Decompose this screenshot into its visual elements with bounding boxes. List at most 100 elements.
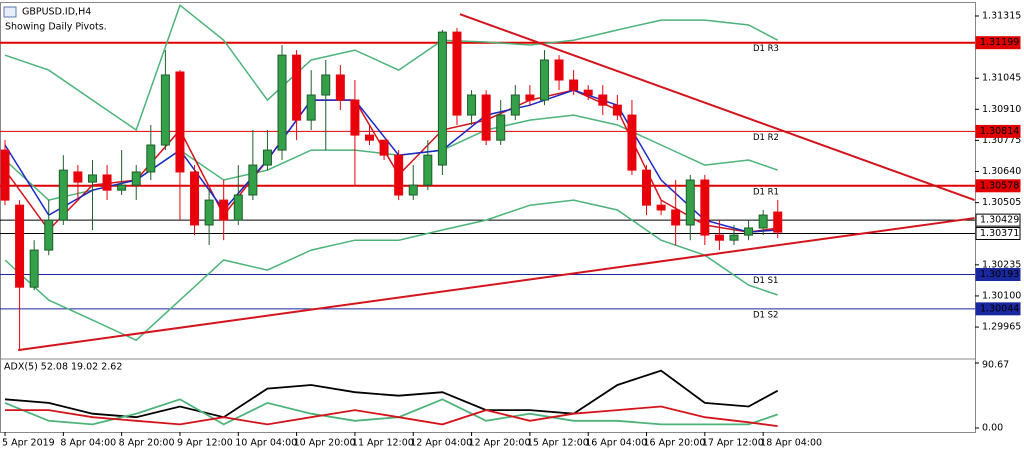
pivot-label: D1 R2 <box>753 133 779 143</box>
y-tick-label: 1.30100 <box>982 290 1021 301</box>
candle-body <box>437 31 447 166</box>
y-tick-label: 1.29965 <box>982 322 1021 333</box>
candle-body <box>744 227 754 236</box>
candle-body <box>131 171 141 186</box>
candle-body <box>160 74 170 146</box>
candle-body <box>685 179 695 226</box>
trend-line <box>17 217 975 352</box>
candle-body <box>496 114 506 141</box>
y2-tick-label: 90.67 <box>982 360 1009 371</box>
pivot-label: D1 S1 <box>753 276 778 286</box>
candle-body <box>15 204 25 288</box>
candle-body <box>379 139 389 156</box>
candle-body <box>321 74 331 96</box>
candle-body <box>102 174 112 191</box>
candle-body <box>467 94 477 116</box>
candle-body <box>219 199 229 221</box>
candle-body <box>190 171 200 226</box>
price-box <box>975 179 1021 193</box>
x-tick-label: 17 Apr 12:00 <box>702 438 764 449</box>
pivot-label: D1 R3 <box>753 44 779 54</box>
y-tick-label: 1.30775 <box>982 135 1021 146</box>
price-box <box>975 302 1021 316</box>
x-tick-label: 10 Apr 20:00 <box>294 438 356 449</box>
y-tick-label: 1.30235 <box>982 259 1021 270</box>
x-tick-label: 9 Apr 12:00 <box>177 438 233 449</box>
x-tick-label: 8 Apr 20:00 <box>119 438 175 449</box>
adx-line <box>4 398 778 426</box>
candle-body <box>612 104 622 116</box>
price-box-label: 1.30193 <box>980 269 1019 280</box>
candle-body <box>671 209 681 226</box>
indicator-line <box>4 3 779 132</box>
x-tick-label: 11 Apr 12:00 <box>352 438 414 449</box>
candle-body <box>292 54 302 121</box>
pivot-label: D1 S2 <box>753 310 778 320</box>
candle-body <box>44 219 54 251</box>
candle-body <box>87 174 97 183</box>
x-tick-label: 12 Apr 04:00 <box>410 438 472 449</box>
price-box <box>975 36 1021 50</box>
candle-body <box>758 214 768 229</box>
y-tick-label: 1.31045 <box>982 73 1021 84</box>
candle-body <box>525 94 535 101</box>
candle-body <box>146 144 156 173</box>
candle-body <box>700 179 710 236</box>
y-tick-label: 1.30505 <box>982 197 1021 208</box>
pivot-label: D1 R1 <box>753 187 779 197</box>
candle-body <box>306 94 316 121</box>
trend-line <box>459 13 975 202</box>
candle-body <box>569 79 579 91</box>
x-tick-label: 15 Apr 12:00 <box>527 438 589 449</box>
candle-body <box>510 94 520 116</box>
candle-body <box>423 154 433 186</box>
candle-body <box>204 199 214 226</box>
candle-body <box>583 89 593 96</box>
candle-body <box>58 169 68 221</box>
indicator-line <box>4 199 778 342</box>
price-box <box>975 124 1021 138</box>
candle-body <box>408 184 418 196</box>
adx-line <box>5 405 778 427</box>
candle-body <box>598 94 608 106</box>
y-tick-label: 1.31315 <box>982 10 1021 21</box>
candle-body <box>248 164 258 196</box>
x-tick-label: 10 Apr 04:00 <box>235 438 297 449</box>
candle-body <box>350 99 360 136</box>
candle-body <box>452 31 462 116</box>
candle-body <box>233 194 243 221</box>
candle-body <box>656 204 666 211</box>
candle-body <box>73 171 83 183</box>
candle-body <box>365 134 374 141</box>
candle-body <box>729 234 739 241</box>
candle-body <box>0 149 10 201</box>
pivot-note: Showing Daily Pivots. <box>5 22 107 33</box>
x-tick-label: 18 Apr 04:00 <box>760 438 822 449</box>
adx-line <box>4 369 779 419</box>
candle-body <box>642 169 652 206</box>
candle-body <box>481 94 491 141</box>
x-tick-label: 8 Apr 04:00 <box>60 438 116 449</box>
price-box-label: 1.31199 <box>980 37 1019 48</box>
candle-body <box>277 54 287 151</box>
price-box-label: 1.30578 <box>980 180 1019 191</box>
candle-body <box>627 114 637 171</box>
y2-tick-label: 0.00 <box>982 423 1003 434</box>
candle-body <box>539 59 549 101</box>
candle-body <box>175 71 185 173</box>
candle-body <box>335 74 345 101</box>
candle-body <box>117 184 127 191</box>
price-box <box>975 268 1021 282</box>
symbol-icon <box>3 6 17 18</box>
adx-label: ADX(5) 52.08 19.02 2.62 <box>4 362 122 373</box>
x-tick-label: 16 Apr 20:00 <box>644 438 706 449</box>
price-box-label: 1.30814 <box>980 126 1019 137</box>
y-tick-label: 1.30910 <box>982 104 1021 115</box>
candle-body <box>554 59 564 81</box>
x-tick-label: 16 Apr 04:00 <box>585 438 647 449</box>
price-box <box>975 226 1021 240</box>
candle-body <box>394 154 404 196</box>
candle-body <box>29 249 39 288</box>
candle-body <box>262 149 272 166</box>
